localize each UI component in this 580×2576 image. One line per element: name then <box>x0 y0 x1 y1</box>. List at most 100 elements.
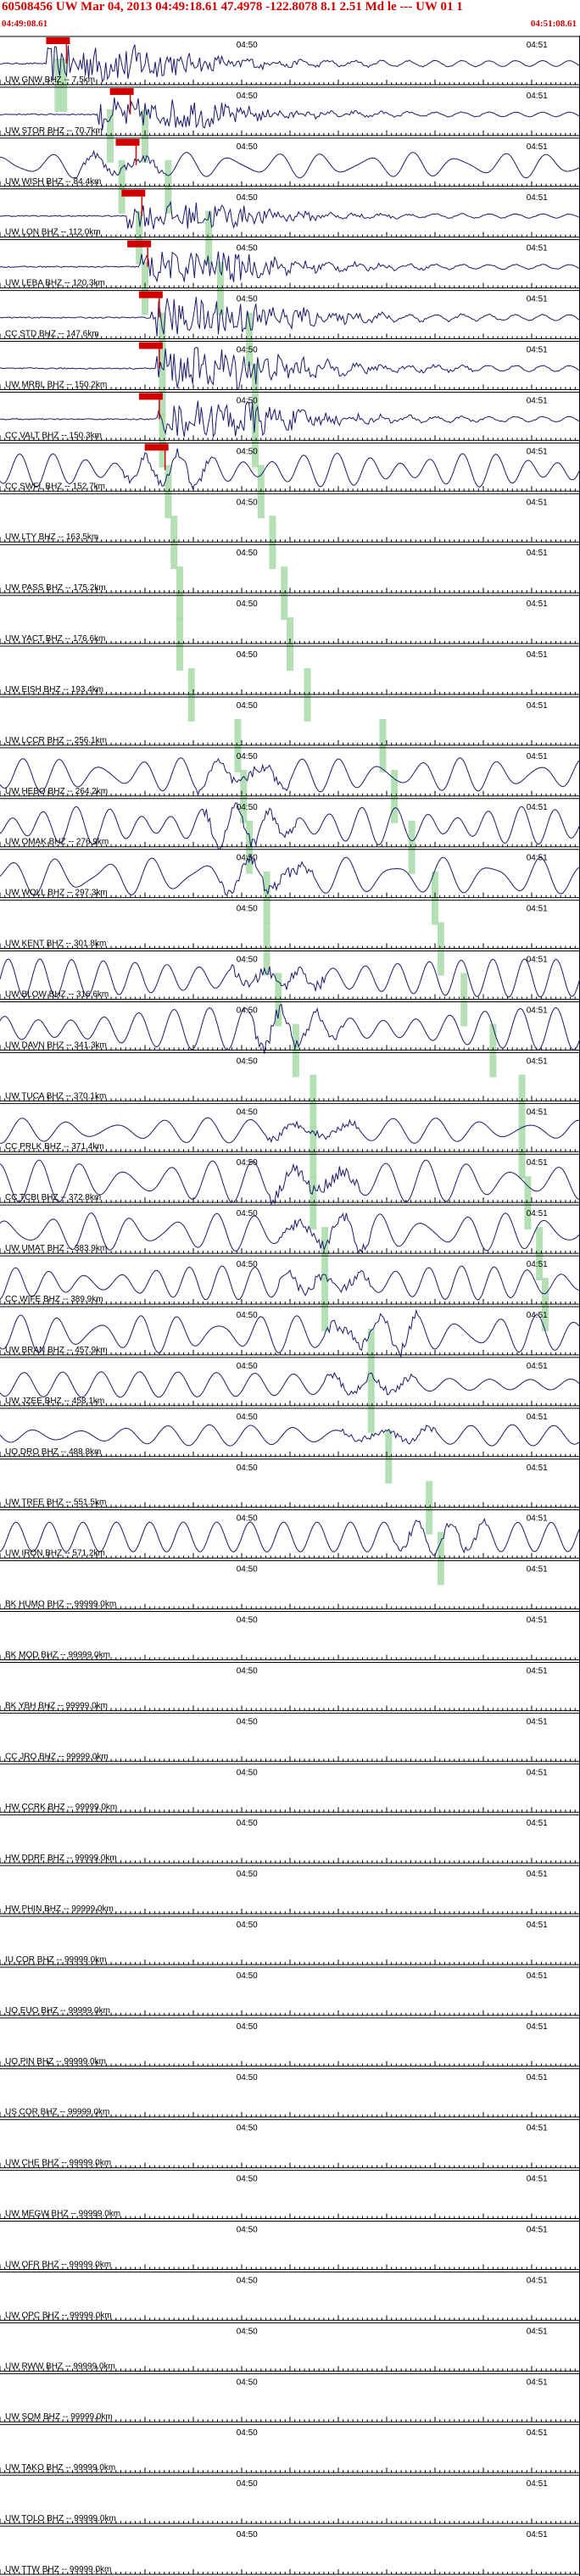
station-label: UW YACT BHZ -- 176.6km <box>5 634 105 644</box>
pick-marker <box>138 393 163 400</box>
arrival-band <box>251 363 259 417</box>
minute-label: 04:50 <box>237 1819 258 1828</box>
minute-label: 04:51 <box>527 1209 548 1218</box>
pick-marker <box>115 138 140 146</box>
arrival-band <box>187 668 195 722</box>
station-label: UW BRAN BHZ -- 457.9km <box>5 1346 108 1355</box>
arrival-band <box>292 1023 299 1078</box>
arrival-band <box>165 159 172 214</box>
minute-label: 04:51 <box>527 346 548 355</box>
arrival-band <box>437 922 444 976</box>
station-label: HW DDRF BHZ -- 99999.0km <box>5 1854 117 1863</box>
arrival-band <box>176 566 184 621</box>
minute-label: 04:50 <box>237 295 258 304</box>
minute-label: 04:50 <box>237 956 258 965</box>
trace-waveform <box>0 1117 580 1144</box>
station-label: UW EISH BHZ -- 193.4km <box>5 685 103 694</box>
minute-label: 04:50 <box>237 1311 258 1320</box>
station-label: UW LCCR BHZ -- 256.1km <box>5 736 107 745</box>
minute-label: 04:51 <box>527 599 548 609</box>
minute-label: 04:51 <box>527 1260 548 1269</box>
arrival-band <box>379 718 387 772</box>
minute-label: 04:50 <box>237 1006 258 1015</box>
trace-waveform <box>0 251 580 283</box>
minute-label: 04:50 <box>237 803 258 812</box>
station-label: UW TUCA BHZ -- 370.1km <box>5 1091 106 1101</box>
station-label: UW UMAT BHZ -- 383.9km <box>5 1244 107 1253</box>
pick-marker <box>144 443 169 451</box>
arrival-band <box>118 159 125 214</box>
arrival-band <box>426 1480 433 1535</box>
arrival-band <box>304 668 311 722</box>
arrival-band <box>159 414 166 468</box>
minute-label: 04:50 <box>237 1921 258 1930</box>
arrival-band <box>432 871 438 925</box>
station-label: IU COR BHZ -- 99999.0km <box>5 1955 106 1965</box>
minute-label: 04:51 <box>527 854 548 863</box>
minute-label: 04:50 <box>237 92 258 101</box>
minute-label: 04:50 <box>237 1158 258 1168</box>
minute-label: 04:50 <box>237 498 258 507</box>
minute-label: 04:51 <box>527 549 548 558</box>
arrival-band <box>287 617 293 671</box>
minute-label: 04:51 <box>527 1717 548 1726</box>
station-label: UO DRO BHZ -- 488.8km <box>5 1447 101 1457</box>
minute-label: 04:50 <box>237 650 258 660</box>
minute-label: 04:51 <box>527 396 548 405</box>
arrival-band <box>367 1379 375 1433</box>
arrival-band <box>367 1328 375 1382</box>
arrival-band <box>136 210 143 265</box>
trace-waveform <box>0 1003 580 1054</box>
arrival-band <box>460 973 468 1027</box>
minute-label: 04:51 <box>527 1057 548 1066</box>
arrival-band <box>159 312 166 366</box>
arrival-band <box>321 1227 329 1281</box>
station-label: UW KENT BHZ -- 301.8km <box>5 940 106 949</box>
minute-label: 04:51 <box>527 295 548 304</box>
minute-label: 04:51 <box>527 1514 548 1524</box>
minute-label: 04:51 <box>527 1311 548 1320</box>
arrival-band <box>263 871 270 925</box>
trace-waveform <box>0 98 580 131</box>
arrival-band <box>257 465 265 519</box>
arrival-band <box>263 922 270 976</box>
arrival-band <box>170 516 178 570</box>
arrival-band <box>281 566 288 621</box>
arrival-band <box>321 1278 329 1331</box>
minute-label: 04:51 <box>527 244 548 254</box>
trace-waveform <box>0 149 580 179</box>
minute-label: 04:50 <box>237 1616 258 1625</box>
trace-waveform <box>0 297 580 337</box>
minute-label: 04:51 <box>527 650 548 660</box>
arrival-band <box>234 718 242 772</box>
arrival-band <box>246 820 254 874</box>
station-label: UW IRON BHZ -- 571.2km <box>5 1549 105 1558</box>
minute-label: 04:50 <box>237 447 258 456</box>
minute-label: 04:50 <box>237 1260 258 1269</box>
station-label: UW WISH BHZ -- 84.4km <box>5 177 101 187</box>
trace-waveform <box>0 1159 580 1206</box>
arrival-band <box>536 1227 544 1281</box>
minute-label: 04:50 <box>237 1717 258 1726</box>
minute-label: 04:51 <box>527 1768 548 1777</box>
minute-label: 04:51 <box>527 92 548 101</box>
trace-waveform <box>0 854 580 896</box>
minute-label: 04:51 <box>527 1921 548 1930</box>
minute-label: 04:50 <box>237 1666 258 1676</box>
trace-waveform <box>0 346 580 389</box>
arrival-band <box>142 261 148 315</box>
station-label: BK HUMO BHZ -- 99999.0km <box>5 1600 116 1609</box>
station-label: UW JZEE BHZ -- 458.1km <box>5 1397 104 1406</box>
start-time-label: 04:49:08.61 <box>2 19 48 29</box>
minute-label: 04:51 <box>527 1870 548 1879</box>
minute-label: 04:51 <box>527 1616 548 1625</box>
minute-label: 04:50 <box>237 193 258 203</box>
arrival-band <box>251 414 259 468</box>
station-label: CC TCBI BHZ -- 372.8km <box>5 1193 101 1202</box>
minute-label: 04:51 <box>527 803 548 812</box>
minute-label: 04:50 <box>237 1768 258 1777</box>
arrival-band <box>142 109 148 163</box>
trace-waveform <box>0 1213 580 1255</box>
minute-label: 04:51 <box>527 1107 548 1117</box>
arrival-band <box>518 1074 526 1129</box>
